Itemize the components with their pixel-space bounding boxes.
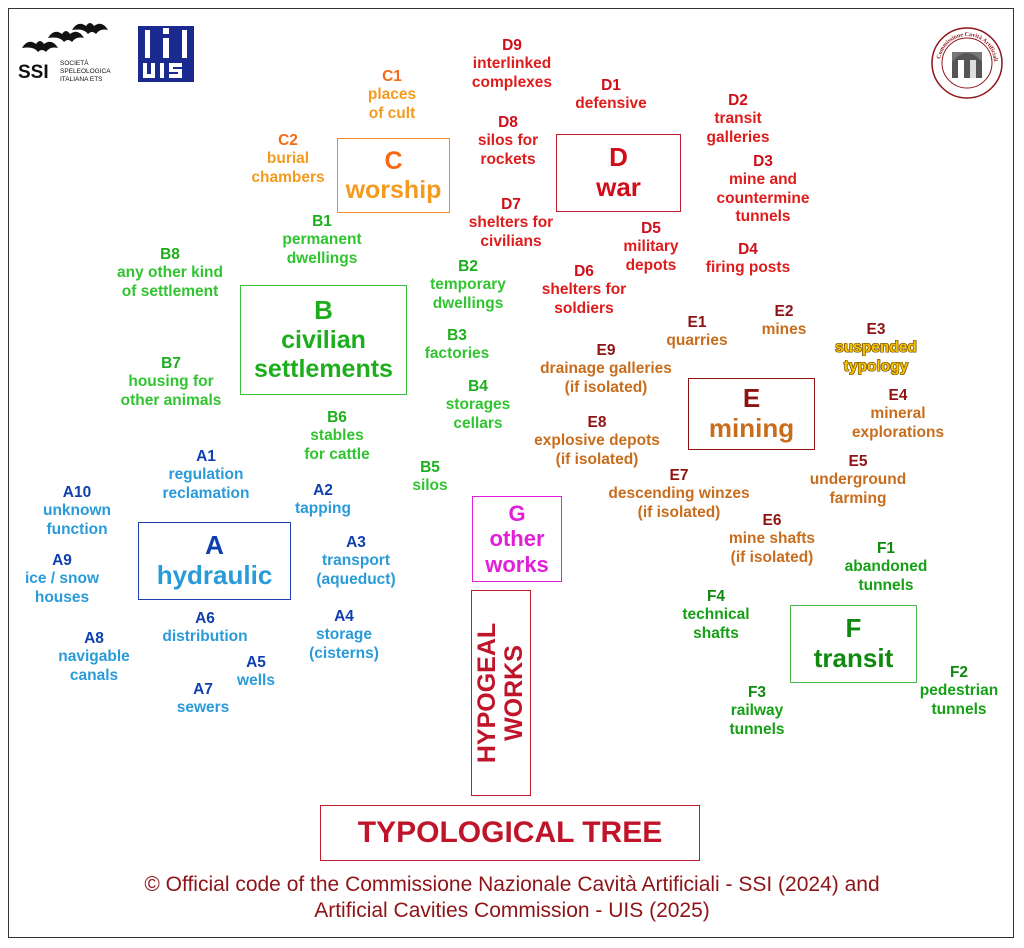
- node-b4: B4 storages cellars: [445, 378, 511, 432]
- hypogeal-works-trunk: HYPOGEAL WORKS: [471, 590, 531, 796]
- node-f2: F2 pedestrian tunnels: [919, 664, 999, 718]
- node-d2: D2 transit galleries: [706, 92, 770, 146]
- node-a8: A8 navigable canals: [58, 630, 130, 684]
- node-a4: A4 storage (cisterns): [309, 608, 379, 662]
- node-f1: F1 abandoned tunnels: [844, 540, 928, 594]
- category-e-box: E mining: [688, 378, 815, 450]
- category-c-box: C worship: [337, 138, 450, 213]
- category-f-box: F transit: [790, 605, 917, 683]
- category-g-label-line1: other: [489, 526, 545, 552]
- node-a5: A5 wells: [237, 654, 275, 690]
- svg-text:SPELEOLOGICA: SPELEOLOGICA: [60, 68, 111, 75]
- node-e5: E5 underground farming: [809, 453, 907, 507]
- node-b3: B3 factories: [424, 327, 490, 363]
- category-b-label-line2: settlements: [254, 354, 393, 383]
- footer-line2: Artificial Cavities Commission - UIS (20…: [314, 899, 710, 923]
- category-g-code: G: [508, 501, 526, 527]
- category-a-box: A hydraulic: [138, 522, 291, 600]
- node-a7: A7 sewers: [176, 681, 230, 717]
- svg-text:SOCIETÀ: SOCIETÀ: [60, 58, 89, 67]
- node-b6: B6 stables for cattle: [304, 409, 370, 463]
- footer-line1: © Official code of the Commissione Nazio…: [144, 873, 880, 896]
- category-b-label-line1: civilian: [281, 326, 366, 355]
- node-a6: A6 distribution: [162, 610, 248, 646]
- category-c-code: C: [384, 146, 403, 175]
- category-g-box: G other works: [472, 496, 562, 582]
- node-b1: B1 permanent dwellings: [282, 213, 362, 267]
- typological-tree-title: TYPOLOGICAL TREE: [320, 805, 700, 861]
- node-e9: E9 drainage galleries (if isolated): [540, 342, 672, 396]
- node-b5: B5 silos: [412, 459, 448, 495]
- node-d6: D6 shelters for soldiers: [541, 263, 627, 317]
- node-d9: D9 interlinked complexes: [471, 37, 553, 91]
- category-d-box: D war: [556, 134, 681, 212]
- node-b8: B8 any other kind of settlement: [117, 246, 223, 300]
- node-a3: A3 transport (aqueduct): [316, 534, 396, 588]
- node-d3: D3 mine and countermine tunnels: [716, 153, 810, 225]
- category-d-code: D: [609, 142, 628, 173]
- category-e-label: mining: [708, 413, 795, 443]
- node-d1: D1 defensive: [575, 77, 647, 113]
- category-a-code: A: [205, 530, 224, 561]
- category-g-label-line2: works: [485, 551, 549, 577]
- uis-logo: [138, 26, 194, 82]
- category-f-code: F: [845, 613, 862, 644]
- node-e2: E2 mines: [761, 303, 807, 339]
- category-b-code: B: [314, 295, 333, 326]
- node-c2: C2 burial chambers: [251, 132, 325, 186]
- node-c1: C1 places of cult: [367, 68, 417, 122]
- node-b2: B2 temporary dwellings: [430, 258, 506, 312]
- node-a10: A10 unknown function: [42, 484, 112, 538]
- svg-text:ITALIANA ETS: ITALIANA ETS: [60, 76, 103, 83]
- category-f-label: transit: [813, 643, 894, 673]
- node-e6: E6 mine shafts (if isolated): [728, 512, 816, 566]
- node-e4: E4 mineral explorations: [851, 387, 945, 441]
- node-e8: E8 explosive depots (if isolated): [534, 414, 660, 468]
- node-d5: D5 military depots: [623, 220, 679, 274]
- node-b7: B7 housing for other animals: [120, 355, 222, 409]
- trunk-line1: HYPOGEAL: [473, 622, 501, 764]
- copyright-footer: © Official code of the Commissione Nazio…: [0, 872, 1024, 925]
- node-a2: A2 tapping: [295, 482, 351, 518]
- node-d7: D7 shelters for civilians: [468, 196, 554, 250]
- node-a1: A1 regulation reclamation: [162, 448, 250, 502]
- category-d-label: war: [596, 172, 641, 202]
- trunk-line2: WORKS: [500, 645, 528, 741]
- node-e3: E3 suspended typology: [835, 321, 917, 375]
- diagram-frame: [8, 8, 1014, 938]
- node-a9: A9 ice / snow houses: [24, 552, 100, 606]
- category-e-code: E: [742, 383, 761, 414]
- node-e1: E1 quarries: [666, 314, 728, 350]
- commission-seal-logo: Commissione Cavità Artificiali: [931, 27, 1003, 99]
- category-a-label: hydraulic: [156, 560, 273, 590]
- category-b-box: B civilian settlements: [240, 285, 407, 395]
- ssi-logo-text: SSI: [18, 62, 49, 83]
- node-d4: D4 firing posts: [705, 241, 791, 277]
- node-e7: E7 descending winzes (if isolated): [608, 467, 750, 521]
- node-f4: F4 technical shafts: [682, 588, 750, 642]
- node-f3: F3 railway tunnels: [729, 684, 785, 738]
- ssi-logo: SSI SOCIETÀ SPELEOLOGICA ITALIANA ETS: [18, 23, 111, 83]
- category-c-label: worship: [345, 175, 442, 204]
- node-d8: D8 silos for rockets: [477, 114, 539, 168]
